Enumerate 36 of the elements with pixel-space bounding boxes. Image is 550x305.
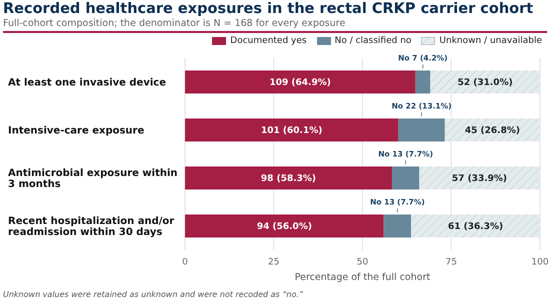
legend-label: Unknown / unavailable [439,36,542,46]
bar [430,70,540,94]
y-tick-label: Recent hospitalization and/or readmission within 30 days [8,216,174,238]
data-label: 101 (60.1%) [260,126,322,136]
y-tick-label: Antimicrobial exposure within 3 months [8,168,178,190]
bar [185,214,384,238]
y-tick-label: At least one invasive device [8,78,166,88]
data-label: 45 (26.8%) [464,126,520,136]
bar [398,118,445,142]
bar [419,166,540,190]
legend-label: No / classified no [334,36,412,46]
x-axis-title: Percentage of the full cohort [294,272,430,283]
chart-subtitle: Full-cohort composition; the denominator is N = 168 for every exposure [3,18,346,29]
x-tick-label: 100 [531,257,549,268]
bar [444,118,540,142]
data-label: 52 (31.0%) [458,78,513,88]
legend-label: Documented yes [230,36,307,46]
x-tick-label: 75 [446,257,457,268]
data-label: 109 (64.9%) [270,78,331,88]
bar [411,214,540,238]
chart-title: Recorded healthcare exposures in the rectal CRKP carrier cohort [3,1,534,17]
bar [185,166,392,190]
bar [392,166,420,190]
bar [415,70,430,94]
bar [185,118,398,142]
data-label: 94 (56.0%) [256,222,312,232]
x-tick-label: 25 [268,257,280,268]
data-label: 61 (36.3%) [448,222,504,232]
y-tick-label: Intensive-care exposure [8,126,144,136]
bar [384,214,412,238]
data-label: 57 (33.9%) [452,174,508,184]
text: Unknown values were retained as unknown and were not recoded as “no.” [3,290,304,299]
x-tick-label: 0 [182,257,188,268]
data-label: 98 (58.3%) [260,174,316,184]
bar [185,70,416,94]
x-tick-label: 50 [356,257,368,268]
